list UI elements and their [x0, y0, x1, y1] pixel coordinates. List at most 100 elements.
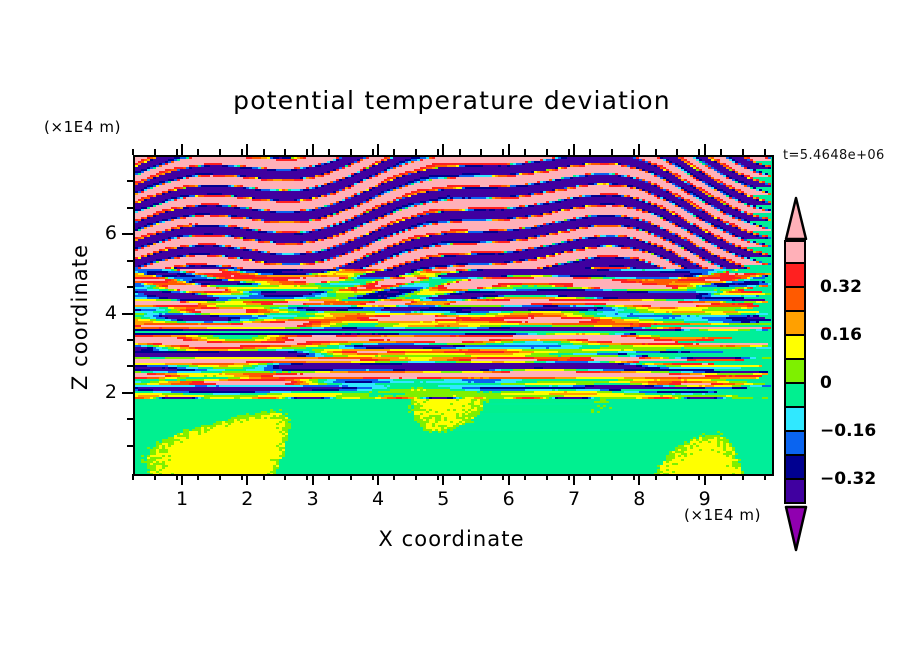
x-tick-minor [328, 474, 330, 480]
colorbar-tick-label: 0 [820, 373, 832, 393]
x-tick-minor-top [393, 149, 396, 155]
x-tick-minor-top [306, 149, 309, 155]
x-tick-minor [676, 474, 679, 480]
x-tick-minor [132, 474, 134, 480]
colorbar-band [784, 480, 806, 504]
x-tick-minor-top [415, 149, 418, 155]
y-tick-minor [127, 259, 133, 262]
colorbar-band [784, 312, 806, 336]
x-tick-major [442, 474, 445, 485]
colorbar-cap-bottom [784, 505, 808, 552]
x-tick-label: 4 [371, 488, 385, 510]
x-tick-minor [306, 474, 309, 480]
x-tick-minor [458, 474, 461, 480]
x-tick-minor [763, 474, 766, 480]
x-tick-major [181, 474, 183, 485]
y-tick-minor [127, 338, 133, 341]
x-tick-minor-top [349, 149, 352, 155]
x-tick-major [507, 474, 510, 485]
x-tick-minor [698, 474, 701, 480]
x-tick-minor [480, 474, 483, 480]
x-tick-minor-top [763, 149, 766, 155]
x-tick-minor-top [175, 149, 178, 155]
x-tick-minor [371, 474, 374, 480]
y-tick-major [122, 312, 133, 315]
colorbar-tick-label: 0.32 [820, 277, 862, 297]
x-tick-minor-top [458, 149, 461, 155]
x-tick-minor [349, 474, 352, 480]
x-tick-major [311, 474, 314, 485]
x-tick-minor [545, 474, 548, 480]
colorbar-band [784, 384, 806, 408]
contour-field [135, 157, 772, 474]
x-tick-minor-top [502, 149, 505, 155]
x-tick-minor-top [698, 149, 701, 155]
x-tick-major [377, 474, 379, 485]
x-tick-label: 8 [633, 488, 646, 510]
x-tick-label: 5 [437, 488, 450, 510]
x-tick-minor-top [328, 149, 330, 155]
x-tick-minor-top [524, 149, 526, 155]
y-tick-major [122, 233, 133, 236]
y-tick-label: 6 [104, 222, 117, 245]
y-tick-minor [127, 365, 133, 368]
x-tick-major [703, 474, 706, 485]
x-tick-major-top [181, 144, 183, 155]
x-tick-minor-top [371, 149, 374, 155]
x-tick-major-top [638, 144, 641, 155]
x-tick-minor [611, 474, 614, 480]
x-tick-minor [436, 474, 439, 480]
x-tick-minor-top [654, 149, 657, 155]
page-title: potential temperature deviation [233, 86, 671, 115]
x-tick-minor [632, 474, 635, 480]
x-tick-minor-top [153, 149, 156, 155]
colorbar-band [784, 288, 806, 312]
x-tick-major-top [573, 144, 575, 155]
x-tick-minor [262, 474, 265, 480]
colorbar-tick-label: 0.16 [820, 325, 862, 345]
colorbar-band [784, 408, 806, 432]
x-tick-minor-top [567, 149, 570, 155]
x-tick-minor [720, 474, 722, 480]
x-tick-minor-top [611, 149, 614, 155]
colorbar-tick-label: −0.32 [820, 469, 877, 489]
x-tick-minor [393, 474, 396, 480]
x-tick-minor [153, 474, 156, 480]
x-tick-major-top [703, 144, 706, 155]
colorbar-tick-label: −0.16 [820, 421, 877, 441]
x-axis-units-label: (×1E4 m) [684, 506, 762, 524]
x-tick-label: 1 [175, 488, 189, 510]
x-tick-minor-top [240, 149, 243, 155]
colorbar: 0.32 0.16 0 −0.16 −0.32 [784, 196, 876, 552]
x-tick-label: 7 [567, 488, 581, 510]
time-annotation: t=5.4648e+06 [783, 148, 885, 163]
x-tick-minor-top [676, 149, 679, 155]
x-tick-major-top [246, 144, 249, 155]
x-tick-minor-top [589, 149, 592, 155]
x-axis-title: X coordinate [378, 527, 525, 551]
colorbar-band [784, 456, 806, 480]
x-tick-minor [197, 474, 200, 480]
x-tick-major [638, 474, 641, 485]
x-tick-minor [219, 474, 222, 480]
y-tick-minor [127, 418, 133, 421]
x-tick-major [246, 474, 249, 485]
x-tick-minor [567, 474, 570, 480]
x-tick-minor-top [284, 149, 287, 155]
x-tick-minor [654, 474, 657, 480]
x-tick-minor-top [436, 149, 439, 155]
x-tick-minor [589, 474, 592, 480]
colorbar-band [784, 432, 806, 456]
x-tick-label: 9 [698, 488, 711, 510]
x-tick-label: 3 [306, 488, 319, 510]
x-tick-minor-top [262, 149, 265, 155]
x-tick-minor-top [632, 149, 635, 155]
y-tick-major [122, 391, 133, 394]
x-tick-major-top [507, 144, 510, 155]
colorbar-band [784, 360, 806, 384]
colorbar-cap-top [784, 196, 808, 240]
x-tick-label: 6 [502, 488, 515, 510]
y-tick-minor [127, 444, 133, 447]
colorbar-band [784, 264, 806, 288]
x-tick-major-top [311, 144, 314, 155]
